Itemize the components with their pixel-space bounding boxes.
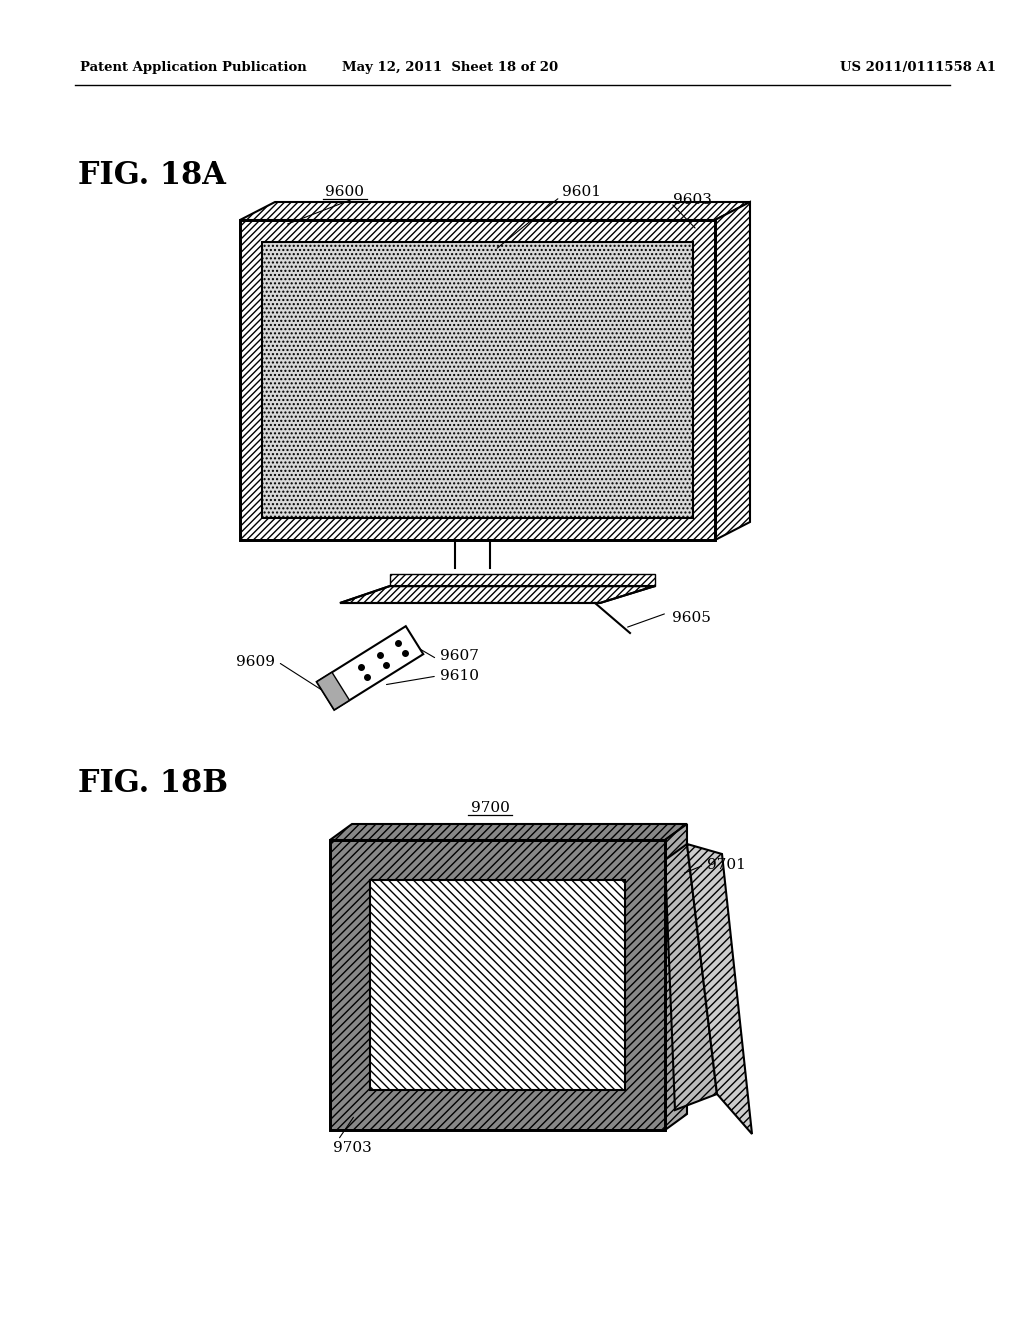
Text: FIG. 18A: FIG. 18A bbox=[78, 160, 226, 190]
Polygon shape bbox=[330, 824, 687, 840]
Text: 9703: 9703 bbox=[333, 1140, 372, 1155]
Polygon shape bbox=[390, 574, 655, 586]
Polygon shape bbox=[370, 880, 625, 1090]
Text: 9600: 9600 bbox=[326, 185, 365, 199]
Text: 9601: 9601 bbox=[562, 185, 601, 199]
Text: 9701: 9701 bbox=[707, 858, 745, 873]
Polygon shape bbox=[665, 824, 687, 1130]
Polygon shape bbox=[687, 843, 752, 1134]
Text: 9609: 9609 bbox=[236, 655, 275, 669]
Polygon shape bbox=[240, 202, 750, 220]
Text: 9610: 9610 bbox=[440, 669, 479, 682]
Polygon shape bbox=[330, 840, 665, 1130]
Polygon shape bbox=[316, 626, 423, 710]
Text: 9700: 9700 bbox=[471, 801, 509, 814]
Text: 9605: 9605 bbox=[672, 611, 711, 624]
Polygon shape bbox=[262, 242, 693, 517]
Text: May 12, 2011  Sheet 18 of 20: May 12, 2011 Sheet 18 of 20 bbox=[342, 62, 558, 74]
Polygon shape bbox=[715, 202, 750, 540]
Text: 9603: 9603 bbox=[673, 193, 712, 207]
Polygon shape bbox=[340, 586, 655, 603]
Text: FIG. 18B: FIG. 18B bbox=[78, 767, 228, 799]
Text: US 2011/0111558 A1: US 2011/0111558 A1 bbox=[840, 62, 996, 74]
Text: Patent Application Publication: Patent Application Publication bbox=[80, 62, 307, 74]
Polygon shape bbox=[240, 220, 715, 540]
Polygon shape bbox=[665, 843, 717, 1110]
Polygon shape bbox=[316, 672, 349, 710]
Text: 9607: 9607 bbox=[440, 649, 479, 663]
